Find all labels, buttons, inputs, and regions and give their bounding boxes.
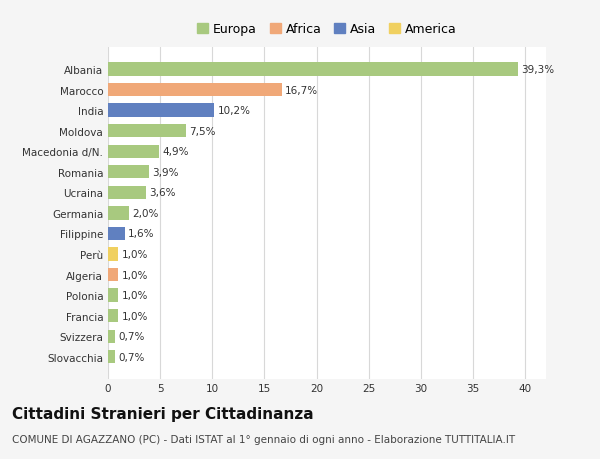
Text: 3,9%: 3,9% <box>152 168 178 178</box>
Text: 1,0%: 1,0% <box>122 249 148 259</box>
Text: 7,5%: 7,5% <box>190 126 216 136</box>
Bar <box>108 186 146 200</box>
Text: 4,9%: 4,9% <box>162 147 189 157</box>
Text: 10,2%: 10,2% <box>218 106 251 116</box>
Text: 39,3%: 39,3% <box>521 65 554 75</box>
Bar <box>108 330 115 343</box>
Bar <box>108 309 118 323</box>
Text: 1,0%: 1,0% <box>122 291 148 301</box>
Text: 2,0%: 2,0% <box>132 208 158 218</box>
Bar <box>108 84 282 97</box>
Legend: Europa, Africa, Asia, America: Europa, Africa, Asia, America <box>192 18 462 41</box>
Bar <box>108 125 186 138</box>
Text: 1,0%: 1,0% <box>122 311 148 321</box>
Text: 0,7%: 0,7% <box>118 331 145 341</box>
Text: Cittadini Stranieri per Cittadinanza: Cittadini Stranieri per Cittadinanza <box>12 406 314 421</box>
Bar <box>108 207 129 220</box>
Bar <box>108 289 118 302</box>
Text: COMUNE DI AGAZZANO (PC) - Dati ISTAT al 1° gennaio di ogni anno - Elaborazione T: COMUNE DI AGAZZANO (PC) - Dati ISTAT al … <box>12 434 515 444</box>
Text: 16,7%: 16,7% <box>285 85 319 95</box>
Bar <box>108 269 118 282</box>
Bar <box>108 350 115 364</box>
Bar <box>108 104 214 118</box>
Bar <box>108 166 149 179</box>
Text: 1,6%: 1,6% <box>128 229 154 239</box>
Text: 0,7%: 0,7% <box>118 352 145 362</box>
Text: 3,6%: 3,6% <box>149 188 175 198</box>
Bar <box>108 145 159 158</box>
Bar <box>108 63 518 77</box>
Bar <box>108 248 118 261</box>
Bar <box>108 227 125 241</box>
Text: 1,0%: 1,0% <box>122 270 148 280</box>
